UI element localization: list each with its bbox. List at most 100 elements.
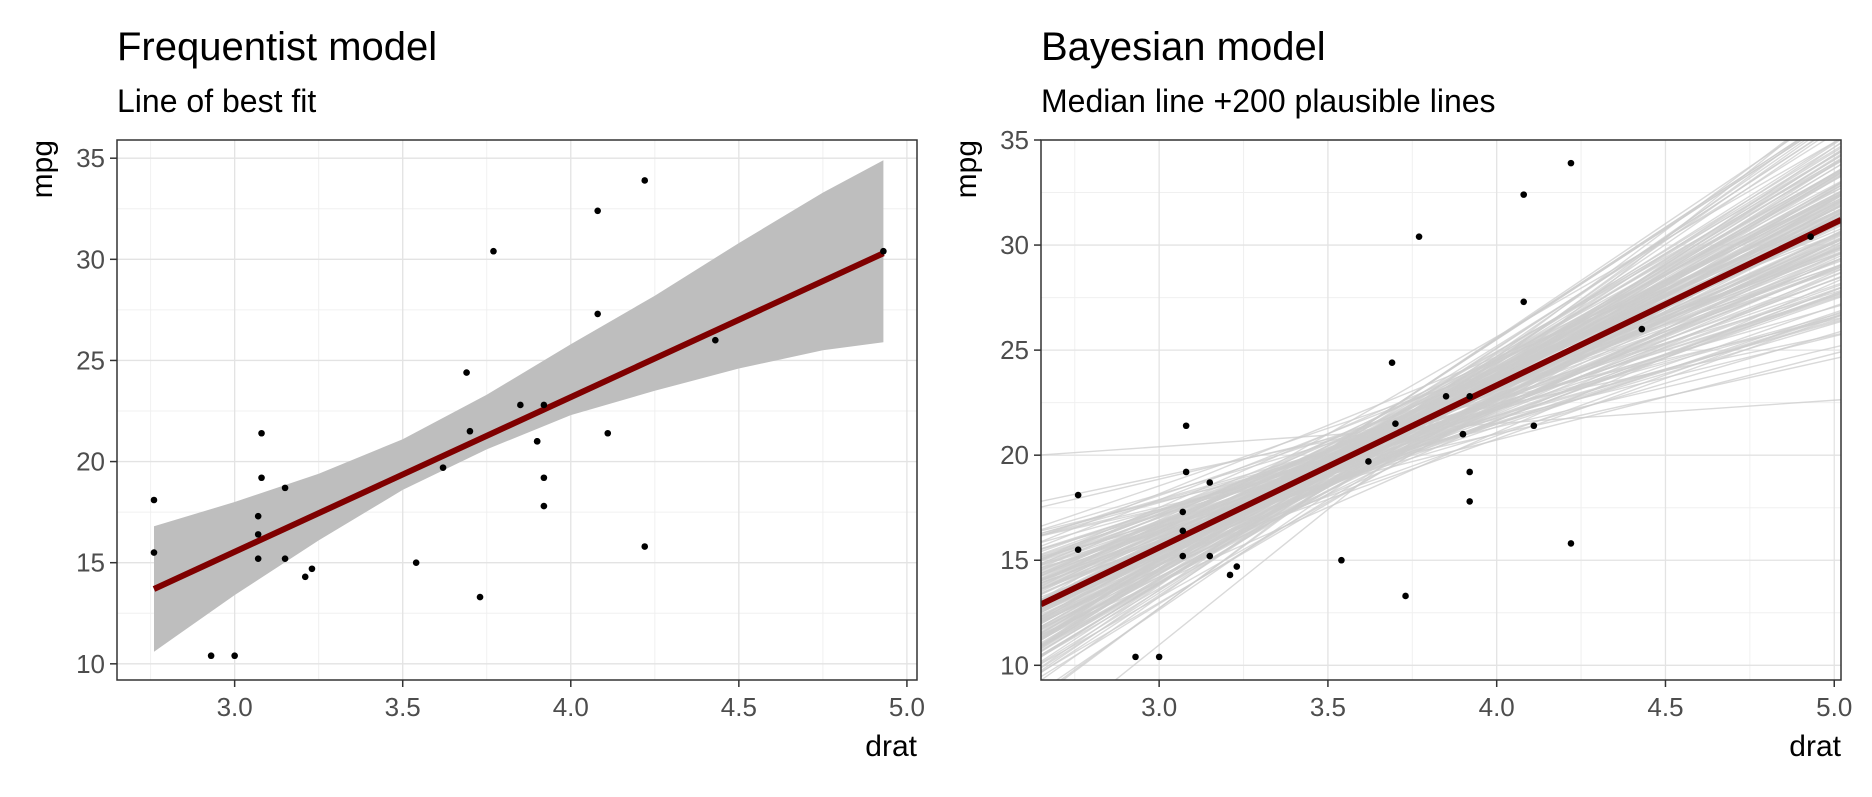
data-point: [1182, 468, 1190, 476]
data-point: [412, 559, 420, 566]
y-tick-label: 20: [1000, 440, 1029, 470]
plausible-line: [1041, 292, 1841, 551]
plausible-line: [1041, 313, 1841, 567]
plausible-line: [1041, 234, 1841, 611]
bayesian-panel: Bayesian model Median line +200 plausibl…: [950, 25, 1852, 763]
x-tick-label: 4.5: [721, 692, 757, 722]
data-point: [1567, 540, 1575, 547]
x-tick-label: 3.5: [385, 692, 421, 722]
data-point: [1459, 430, 1467, 438]
plausible-line: [1041, 169, 1841, 610]
data-point: [533, 438, 541, 445]
data-point: [476, 593, 484, 601]
data-point: [540, 401, 548, 409]
data-point: [1415, 233, 1423, 240]
plausible-line: [1041, 314, 1841, 570]
data-point: [258, 429, 265, 437]
data-point: [254, 555, 262, 562]
data-point: [1179, 508, 1187, 516]
y-tick-label: 10: [76, 649, 105, 679]
plausible-line: [1041, 399, 1841, 456]
y-tick-label: 10: [1000, 650, 1029, 680]
data-point: [254, 512, 262, 520]
data-point: [1074, 491, 1082, 499]
x-tick-label: 5.0: [1816, 692, 1852, 722]
plausible-line: [1114, 140, 1790, 680]
plausible-line: [1041, 243, 1841, 574]
data-point: [439, 464, 447, 471]
data-point: [281, 555, 289, 562]
y-tick-label: 35: [1000, 125, 1029, 155]
x-tick-label: 3.0: [1141, 692, 1177, 722]
y-tick-label: 25: [1000, 335, 1029, 365]
x-tick-label: 3.5: [1310, 692, 1346, 722]
frequentist-subtitle: Line of best fit: [117, 83, 316, 119]
plausible-line: [1041, 311, 1841, 601]
data-point: [1388, 359, 1396, 367]
data-point: [1206, 552, 1214, 560]
plausible-line: [1041, 190, 1841, 605]
data-point: [540, 474, 548, 482]
y-tick-label: 15: [1000, 545, 1029, 575]
bayesian-points-layer: [1074, 159, 1814, 661]
bayesian-x-axis-label: drat: [1789, 730, 1841, 763]
data-point: [1179, 527, 1187, 535]
frequentist-title: Frequentist model: [117, 25, 437, 69]
data-point: [1132, 653, 1139, 661]
plausible-line: [1041, 170, 1841, 634]
data-point: [517, 401, 524, 409]
plausible-line: [1041, 330, 1841, 569]
data-point: [150, 496, 158, 504]
data-point: [466, 427, 474, 435]
data-point: [1182, 422, 1190, 430]
frequentist-lines-layer: [152, 250, 885, 592]
data-point: [594, 310, 601, 318]
bayesian-subtitle: Median line +200 plausible lines: [1041, 83, 1496, 119]
data-point: [1392, 420, 1399, 427]
data-point: [1567, 159, 1575, 167]
y-tick-label: 25: [76, 345, 105, 375]
x-tick-label: 4.5: [1647, 692, 1683, 722]
data-point: [1466, 498, 1473, 505]
y-tick-label: 30: [76, 244, 105, 274]
data-point: [594, 207, 601, 215]
data-point: [301, 573, 309, 581]
data-point: [880, 247, 887, 255]
y-tick-label: 35: [76, 143, 105, 173]
median-line: [1041, 217, 1841, 608]
data-point: [308, 565, 316, 573]
data-point: [1638, 325, 1646, 333]
data-point: [281, 484, 289, 492]
data-point: [1520, 191, 1528, 198]
data-point: [231, 652, 238, 660]
x-tick-label: 4.0: [1479, 692, 1515, 722]
data-point: [1402, 592, 1409, 600]
plausible-line: [1041, 175, 1841, 622]
x-tick-label: 3.0: [217, 692, 253, 722]
y-tick-label: 15: [76, 548, 105, 578]
data-point: [207, 652, 215, 660]
data-point: [1206, 479, 1214, 486]
plausible-line: [1041, 140, 1803, 638]
bayesian-plot-border: [1040, 139, 1842, 681]
data-point: [1365, 458, 1372, 465]
x-tick-label: 4.0: [553, 692, 589, 722]
plausible-line: [1041, 314, 1841, 603]
plausible-line: [1041, 201, 1841, 673]
data-point: [1520, 298, 1528, 306]
data-point: [150, 549, 158, 556]
data-point: [1338, 556, 1345, 564]
data-point: [1233, 563, 1241, 570]
frequentist-y-axis-label: mpg: [26, 140, 59, 198]
plausible-line: [1041, 222, 1841, 610]
x-tick-label: 5.0: [889, 692, 925, 722]
data-point: [258, 474, 265, 482]
data-point: [712, 336, 719, 344]
y-tick-label: 30: [1000, 230, 1029, 260]
data-point: [1226, 571, 1234, 579]
frequentist-points-layer: [150, 177, 887, 660]
plausible-line: [1041, 356, 1841, 537]
data-point: [1530, 422, 1538, 430]
